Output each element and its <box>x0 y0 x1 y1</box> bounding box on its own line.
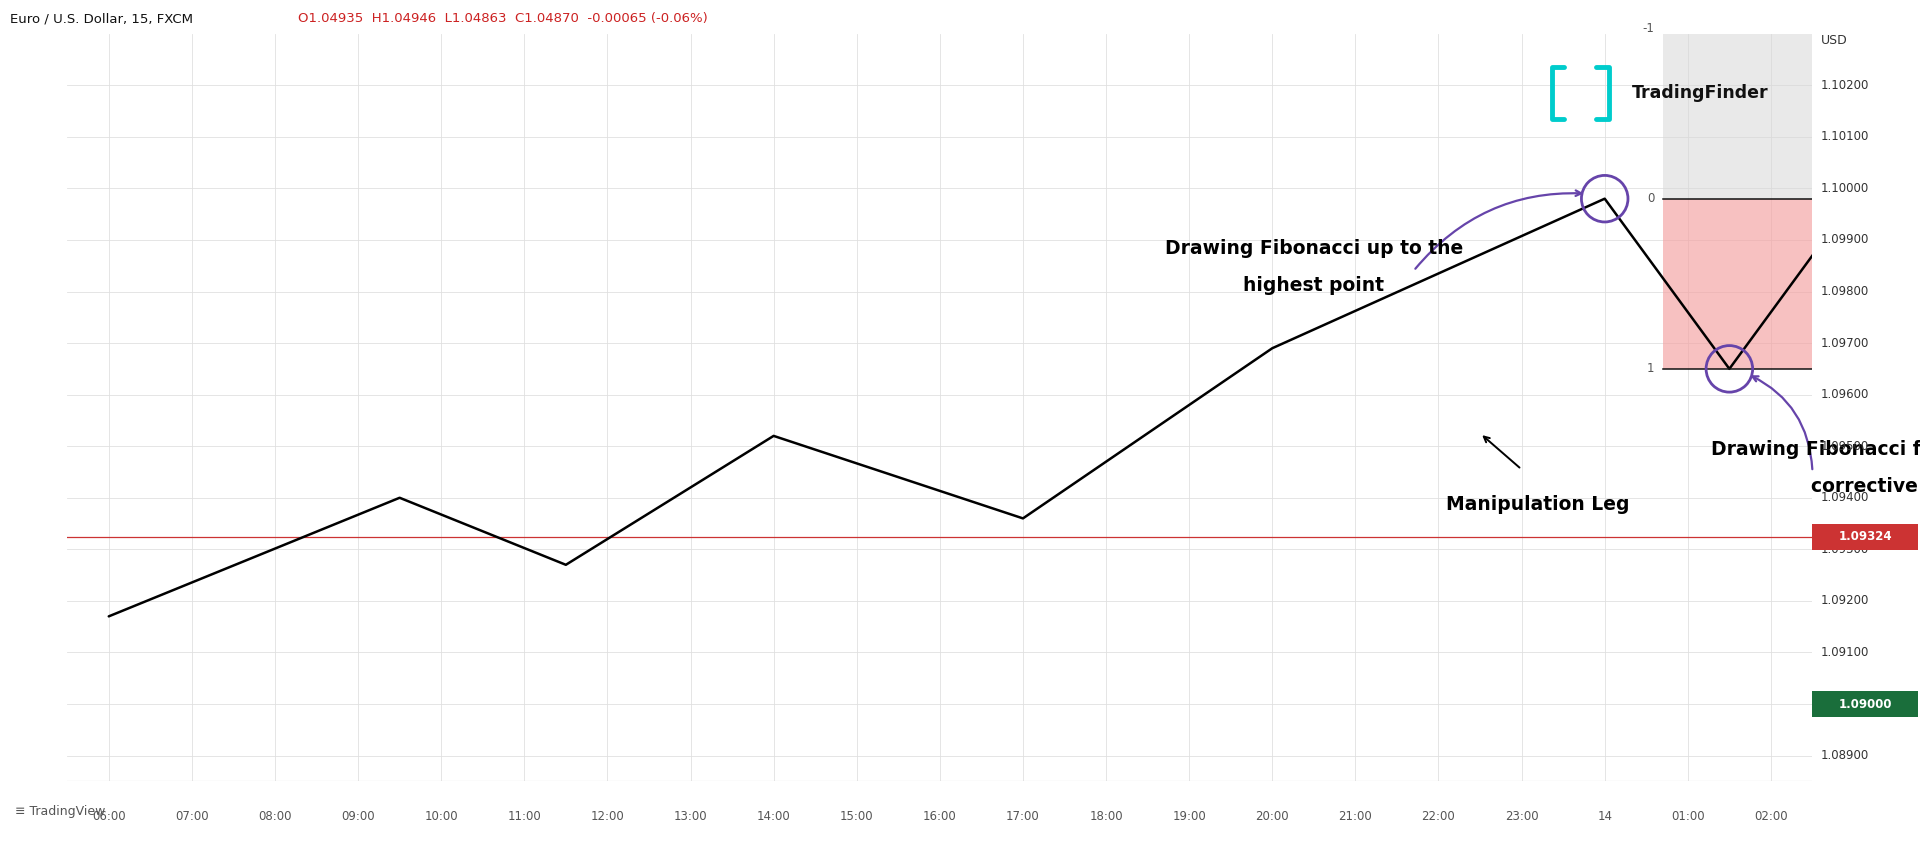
Text: 23:00: 23:00 <box>1505 810 1538 823</box>
Bar <box>1812 524 1918 550</box>
Text: USD: USD <box>1820 34 1847 46</box>
Bar <box>1812 691 1918 717</box>
Text: 1.09000: 1.09000 <box>1820 697 1870 711</box>
Bar <box>1663 0 1920 199</box>
Text: 10:00: 10:00 <box>424 810 459 823</box>
Text: 1.09100: 1.09100 <box>1820 646 1870 659</box>
Text: 1.09500: 1.09500 <box>1820 440 1870 453</box>
Text: 1: 1 <box>1647 362 1655 376</box>
Text: 14:00: 14:00 <box>756 810 791 823</box>
Text: 1.09900: 1.09900 <box>1820 233 1870 247</box>
Text: 15:00: 15:00 <box>839 810 874 823</box>
Text: 19:00: 19:00 <box>1173 810 1206 823</box>
Text: highest point: highest point <box>1244 276 1384 295</box>
Text: 1.09700: 1.09700 <box>1820 337 1870 349</box>
Text: 1.09400: 1.09400 <box>1820 491 1870 504</box>
Text: Manipulation Leg: Manipulation Leg <box>1446 495 1630 514</box>
Text: 1.09200: 1.09200 <box>1820 594 1870 607</box>
Text: TradingFinder: TradingFinder <box>1632 83 1768 102</box>
Text: 07:00: 07:00 <box>175 810 209 823</box>
Text: 1.09324: 1.09324 <box>1837 530 1891 543</box>
Text: 22:00: 22:00 <box>1421 810 1455 823</box>
Text: ≡ TradingView: ≡ TradingView <box>15 805 106 818</box>
Bar <box>1663 199 1920 369</box>
Text: 08:00: 08:00 <box>257 810 292 823</box>
Text: -1: -1 <box>1644 22 1655 35</box>
Text: 02:00: 02:00 <box>1755 810 1788 823</box>
Text: 0: 0 <box>1647 192 1655 205</box>
Text: 09:00: 09:00 <box>342 810 374 823</box>
Text: 11:00: 11:00 <box>507 810 541 823</box>
Text: 06:00: 06:00 <box>92 810 125 823</box>
Text: 17:00: 17:00 <box>1006 810 1041 823</box>
Text: 18:00: 18:00 <box>1089 810 1123 823</box>
Text: 1.09300: 1.09300 <box>1820 543 1870 556</box>
Text: 01:00: 01:00 <box>1670 810 1705 823</box>
Text: 20:00: 20:00 <box>1256 810 1288 823</box>
Text: 21:00: 21:00 <box>1338 810 1373 823</box>
Text: 1.09600: 1.09600 <box>1820 388 1870 401</box>
Text: 1.09800: 1.09800 <box>1820 285 1870 298</box>
Text: 1.09000: 1.09000 <box>1839 697 1891 711</box>
Text: 1.10100: 1.10100 <box>1820 131 1870 143</box>
Text: Drawing Fibonacci from the lowest: Drawing Fibonacci from the lowest <box>1711 440 1920 459</box>
Text: 1.08900: 1.08900 <box>1820 749 1870 762</box>
Text: O1.04935  H1.04946  L1.04863  C1.04870  -0.00065 (-0.06%): O1.04935 H1.04946 L1.04863 C1.04870 -0.0… <box>298 12 707 25</box>
Text: 13:00: 13:00 <box>674 810 707 823</box>
Text: 1.10200: 1.10200 <box>1820 79 1870 92</box>
Text: 1.10000: 1.10000 <box>1820 182 1870 195</box>
Text: corrective point: corrective point <box>1811 477 1920 496</box>
Text: 14: 14 <box>1597 810 1613 823</box>
Text: Euro / U.S. Dollar, 15, FXCM: Euro / U.S. Dollar, 15, FXCM <box>10 12 202 25</box>
Text: Drawing Fibonacci up to the: Drawing Fibonacci up to the <box>1165 239 1463 258</box>
Text: 16:00: 16:00 <box>924 810 956 823</box>
Text: 12:00: 12:00 <box>591 810 624 823</box>
